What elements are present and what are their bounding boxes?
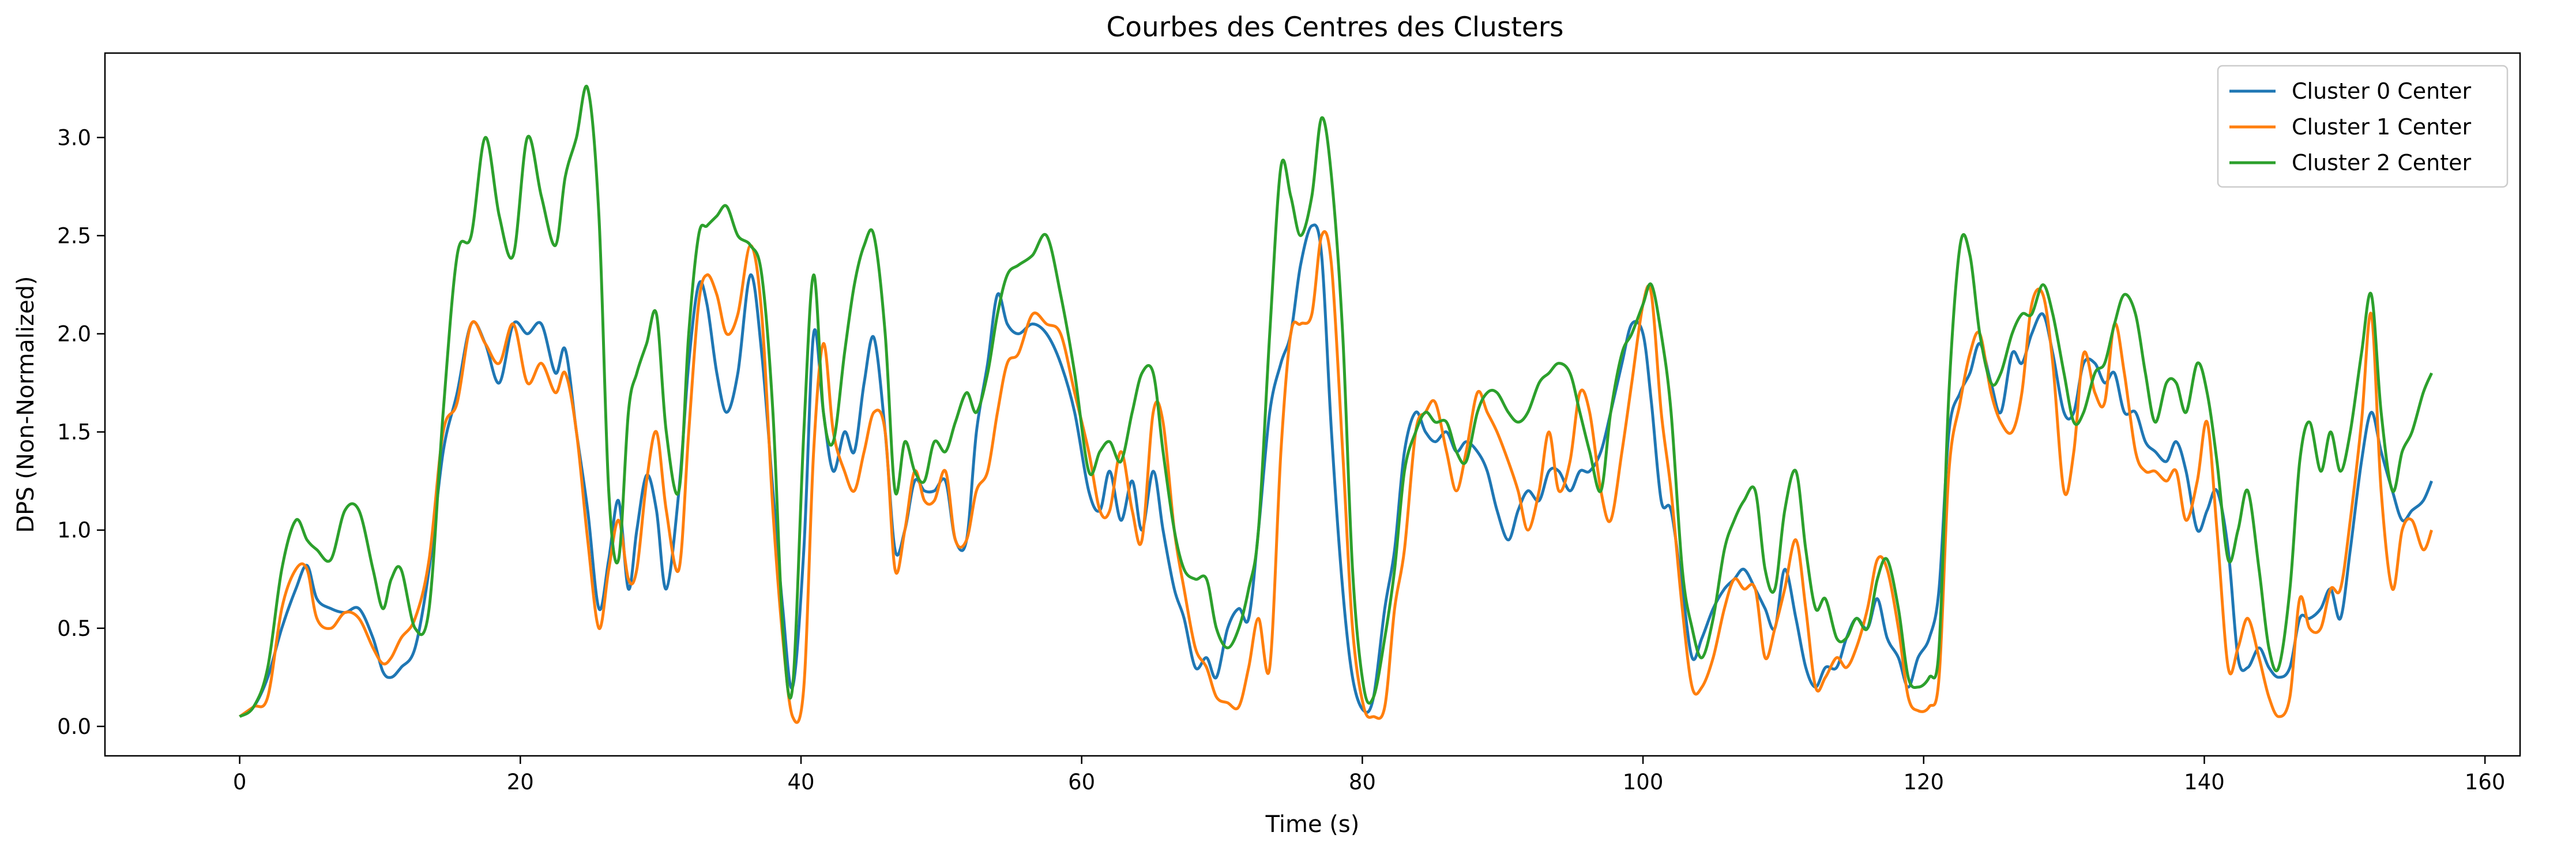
x-tick-label: 0 bbox=[233, 770, 247, 794]
legend-label: Cluster 1 Center bbox=[2292, 114, 2471, 140]
y-axis: 0.0 0.5 1.0 1.5 2.0 2.5 3.0 bbox=[57, 125, 105, 739]
y-tick-label: 2.5 bbox=[57, 223, 91, 248]
series-line-cluster-1 bbox=[239, 230, 2434, 724]
x-tick-label: 60 bbox=[1068, 770, 1095, 794]
y-tick-label: 1.0 bbox=[57, 518, 91, 543]
y-tick-label: 0.5 bbox=[57, 616, 91, 641]
x-tick-label: 120 bbox=[1903, 770, 1944, 794]
y-tick-label: 1.5 bbox=[57, 420, 91, 445]
y-axis-label: DPS (Non-Normalized) bbox=[13, 276, 39, 533]
x-tick-label: 40 bbox=[787, 770, 814, 794]
chart-title: Courbes des Centres des Clusters bbox=[1106, 12, 1563, 43]
legend-label: Cluster 0 Center bbox=[2292, 78, 2471, 104]
x-tick-label: 160 bbox=[2465, 770, 2506, 794]
x-axis: 0 20 40 60 80 100 120 140 160 bbox=[233, 756, 2506, 794]
x-axis-label: Time (s) bbox=[1265, 811, 1360, 838]
x-tick-label: 100 bbox=[1623, 770, 1664, 794]
x-tick-label: 20 bbox=[507, 770, 534, 794]
y-tick-label: 2.0 bbox=[57, 322, 91, 347]
y-tick-label: 3.0 bbox=[57, 125, 91, 150]
legend-label: Cluster 2 Center bbox=[2292, 150, 2471, 175]
legend: Cluster 0 Center Cluster 1 Center Cluster … bbox=[2217, 65, 2509, 188]
series-layer bbox=[239, 85, 2434, 724]
y-tick-label: 0.0 bbox=[57, 714, 91, 739]
legend-box bbox=[2217, 65, 2509, 188]
series-line-cluster-2 bbox=[239, 85, 2433, 718]
x-tick-label: 140 bbox=[2184, 770, 2225, 794]
x-tick-label: 80 bbox=[1349, 770, 1376, 794]
plot-frame bbox=[104, 52, 2521, 757]
series-line-cluster-0 bbox=[239, 223, 2434, 718]
